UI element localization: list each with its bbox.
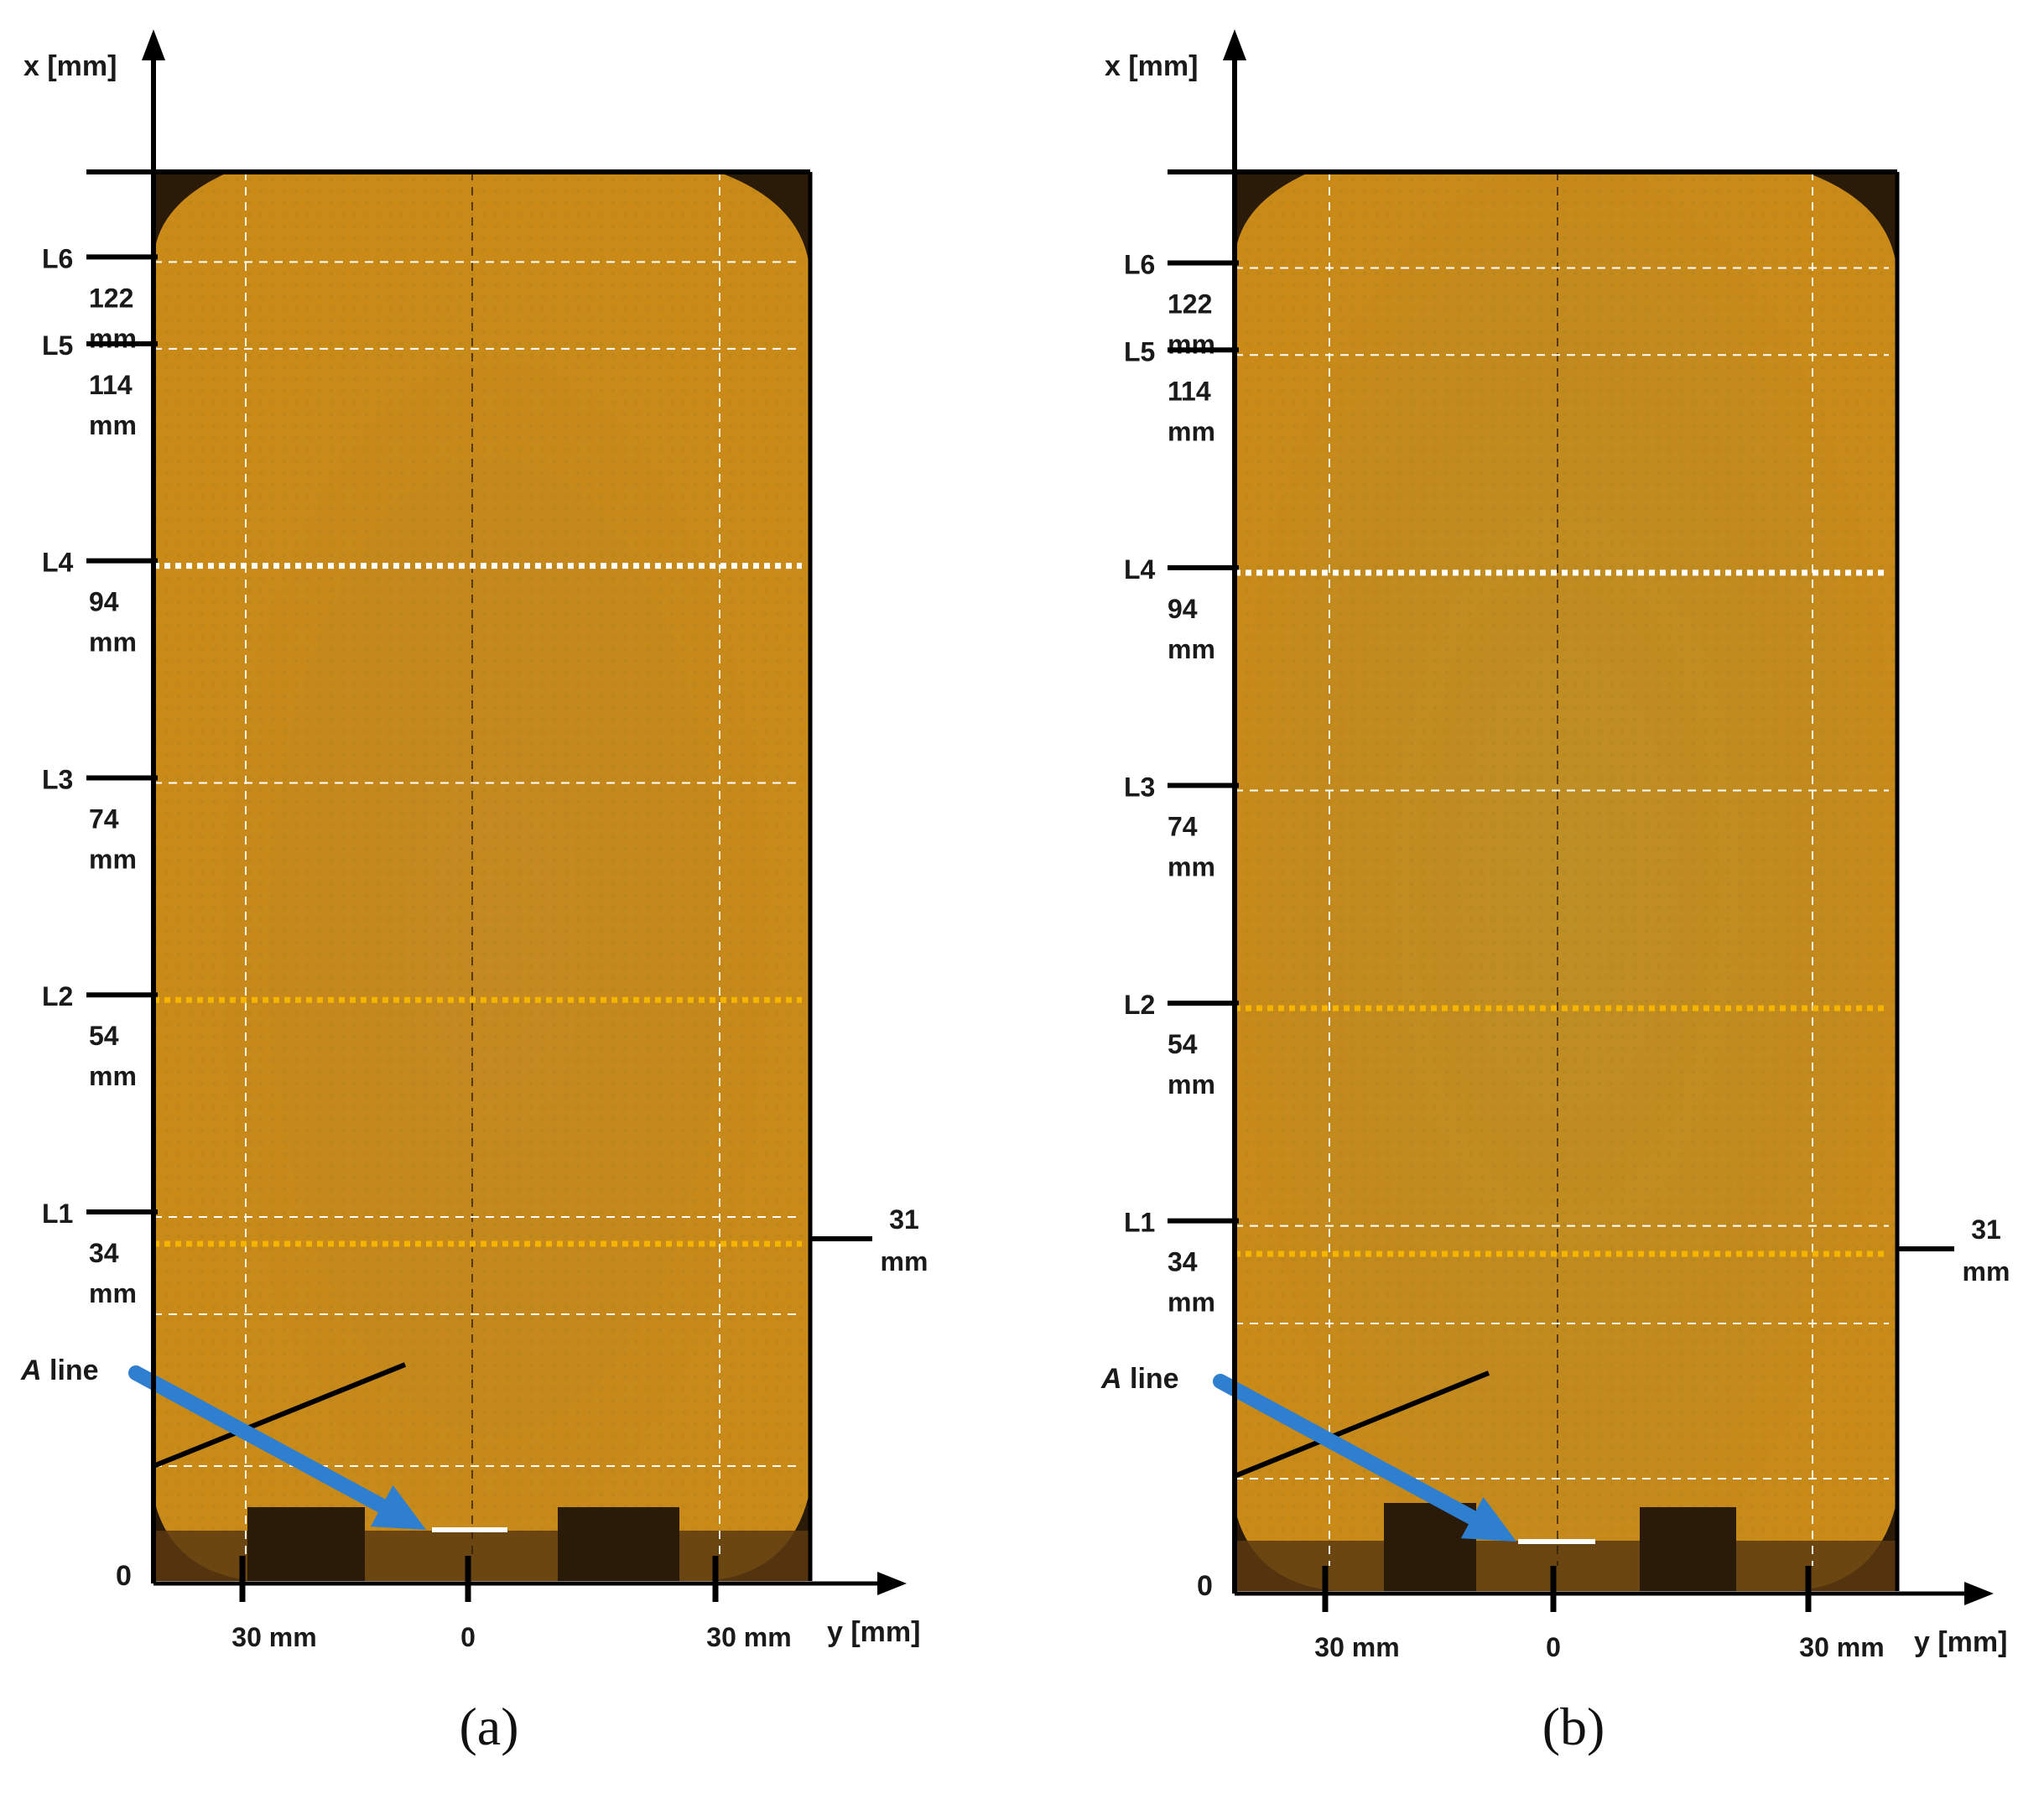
- side-marker-unit: mm: [1963, 1256, 2010, 1287]
- level-unit-L4: mm: [1168, 634, 1215, 664]
- level-unit-L5: mm: [1168, 416, 1215, 446]
- a-line-label-rest: line: [42, 1355, 99, 1386]
- origin-label: 0: [116, 1560, 132, 1592]
- level-unit-L4: mm: [89, 627, 137, 658]
- level-value-L6: 122: [89, 283, 133, 313]
- level-unit-L1: mm: [1168, 1287, 1215, 1318]
- level-value-L5: 114: [89, 370, 133, 400]
- a-line-arrow-head: [370, 1485, 426, 1530]
- level-unit-L6: mm: [89, 323, 137, 353]
- bottom-tick-label-right: 30 mm: [1799, 1632, 1884, 1662]
- side-marker-unit: mm: [881, 1246, 928, 1277]
- level-name-L4: L4: [1124, 554, 1156, 585]
- window-corner-top-left: [1235, 172, 1310, 264]
- level-name-L6: L6: [1124, 249, 1155, 279]
- a-line-label-rest: line: [1122, 1363, 1179, 1395]
- y-axis-arrow: [877, 1572, 907, 1595]
- nozzle-block-1: [247, 1507, 365, 1581]
- level-unit-L5: mm: [89, 410, 137, 440]
- nozzle-block-2: [1640, 1507, 1736, 1591]
- level-value-L3: 74: [89, 803, 119, 834]
- x-axis-arrow: [1223, 29, 1246, 60]
- level-unit-L2: mm: [89, 1061, 137, 1091]
- window-corner-top-right: [718, 172, 810, 281]
- window-corner-top-right: [1805, 172, 1897, 281]
- y-axis-arrow: [1964, 1582, 1994, 1605]
- x-axis-label: x [mm]: [1105, 50, 1198, 82]
- bottom-tick-label-left: 30 mm: [1314, 1632, 1399, 1662]
- x-axis-arrow: [142, 29, 165, 60]
- level-unit-L3: mm: [89, 844, 137, 874]
- level-value-L2: 54: [1168, 1029, 1198, 1059]
- level-name-L5: L5: [1124, 336, 1155, 367]
- image-texture: [153, 172, 810, 1581]
- level-name-L2: L2: [42, 981, 73, 1011]
- window-corner-top-left: [153, 172, 229, 264]
- image-texture: [1235, 172, 1897, 1591]
- x-axis-label: x [mm]: [23, 50, 117, 82]
- level-name-L6: L6: [42, 243, 73, 273]
- level-unit-L3: mm: [1168, 851, 1215, 881]
- a-line-arrow-head: [1460, 1496, 1516, 1542]
- level-name-L5: L5: [42, 330, 73, 361]
- level-name-L3: L3: [1124, 772, 1155, 802]
- level-value-L4: 94: [89, 587, 119, 617]
- y-axis-label: y [mm]: [1914, 1626, 2007, 1658]
- a-line-black: [152, 1362, 407, 1469]
- panel-caption: (a): [459, 1697, 518, 1756]
- side-marker-value: 31: [889, 1204, 919, 1235]
- level-name-L3: L3: [42, 764, 73, 794]
- a-line-black: [1233, 1370, 1490, 1479]
- level-unit-L6: mm: [1168, 329, 1215, 359]
- panel-b: L6 122 mm L5 114 mm L4 94 mm L3 74 mm L2 54 mm L1 34 mm 31…: [1100, 29, 2010, 1756]
- level-value-L1: 34: [89, 1238, 119, 1268]
- side-marker-value: 31: [1971, 1214, 2001, 1245]
- bottom-tick-label-right: 30 mm: [706, 1622, 791, 1652]
- origin-label: 0: [1197, 1570, 1213, 1602]
- level-name-L4: L4: [42, 548, 74, 578]
- level-value-L3: 74: [1168, 811, 1198, 841]
- level-value-L2: 54: [89, 1021, 119, 1051]
- a-line-arrow-shaft: [1213, 1374, 1480, 1526]
- level-name-L1: L1: [42, 1199, 73, 1229]
- a-line-arrow-shaft: [128, 1365, 390, 1514]
- bottom-tick-label-left: 30 mm: [231, 1622, 316, 1652]
- level-name-L1: L1: [1124, 1208, 1155, 1238]
- level-unit-L2: mm: [1168, 1069, 1215, 1100]
- panel-a: L6 122 mm L5 114 mm L4 94 mm L3 74 mm L2 54 mm L1 34 mm 31…: [20, 29, 928, 1756]
- nozzle-block-2: [558, 1507, 679, 1581]
- level-value-L1: 34: [1168, 1247, 1198, 1277]
- a-line-label-italic: A: [1100, 1363, 1122, 1395]
- level-unit-L1: mm: [89, 1278, 137, 1308]
- base-strip: [1235, 1541, 1897, 1591]
- level-name-L2: L2: [1124, 990, 1155, 1020]
- a-line-label-italic: A: [20, 1355, 42, 1386]
- a-line-label: A line: [1100, 1363, 1179, 1395]
- level-value-L5: 114: [1168, 376, 1211, 406]
- level-value-L6: 122: [1168, 289, 1212, 319]
- bottom-tick-label-center: 0: [1546, 1632, 1561, 1662]
- level-value-L4: 94: [1168, 594, 1198, 624]
- y-axis-label: y [mm]: [827, 1616, 920, 1648]
- panel-caption: (b): [1542, 1697, 1605, 1756]
- bottom-tick-label-center: 0: [460, 1622, 476, 1652]
- a-line-label: A line: [20, 1355, 99, 1386]
